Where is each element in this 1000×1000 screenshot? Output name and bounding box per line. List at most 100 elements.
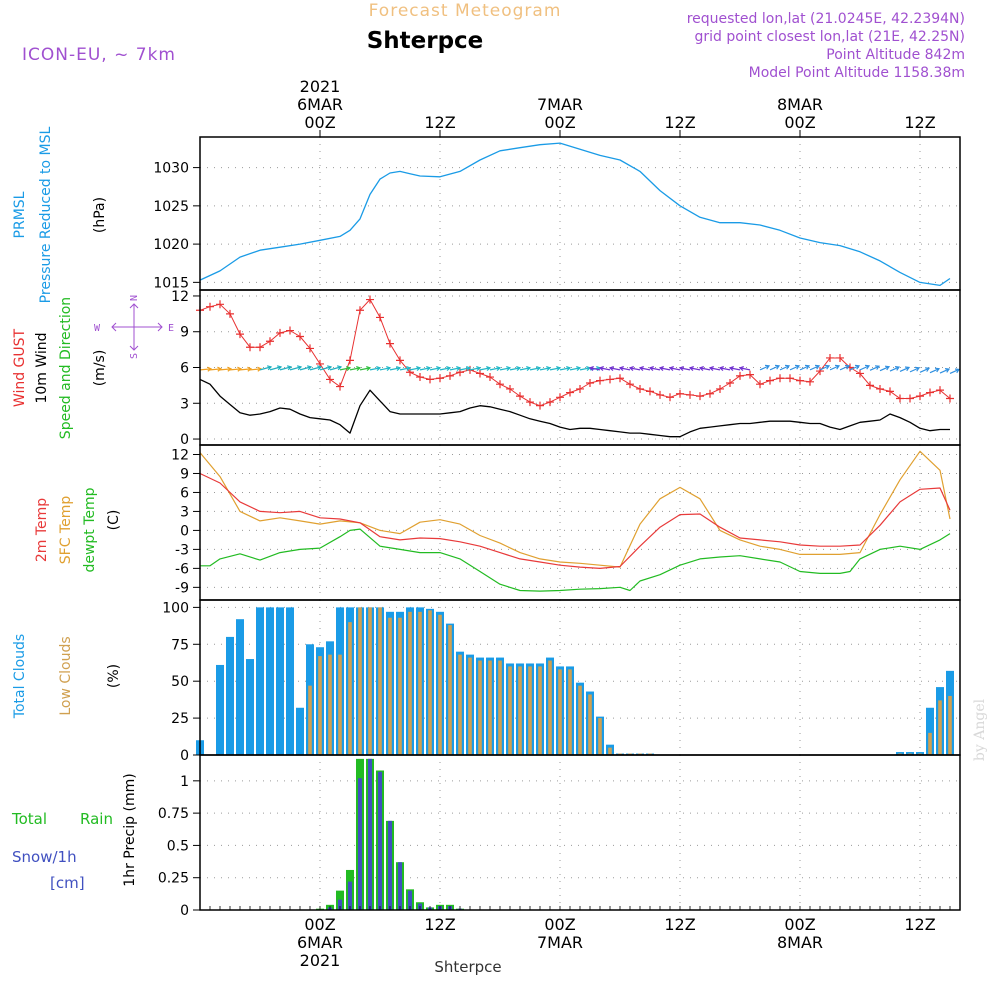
wind-direction-arrow bbox=[809, 365, 820, 371]
wind-direction-arrowhead bbox=[546, 365, 552, 372]
wind-direction-arrow bbox=[399, 367, 411, 371]
gust-point bbox=[746, 370, 754, 379]
pressure-ytick-label: 1030 bbox=[153, 161, 189, 177]
wind-direction-arrow bbox=[449, 367, 461, 371]
wind-direction-arrow bbox=[769, 365, 780, 371]
wind-direction-arrowhead bbox=[237, 366, 243, 372]
wind-direction-arrowhead bbox=[386, 365, 392, 372]
gust-point bbox=[716, 384, 724, 393]
pressure-unit: (hPa) bbox=[92, 197, 108, 233]
wind-direction-arrow bbox=[789, 365, 800, 371]
wind-direction-arrowhead bbox=[356, 365, 362, 372]
gust-point bbox=[906, 394, 914, 403]
wind-direction-arrow bbox=[509, 367, 521, 371]
gust-point bbox=[476, 369, 484, 378]
precip-frame bbox=[199, 754, 961, 911]
wind-direction-arrowhead bbox=[668, 365, 674, 372]
gust-point bbox=[636, 384, 644, 393]
gust-point bbox=[206, 302, 214, 311]
snow-precip-bar bbox=[368, 758, 372, 910]
low-cloud-bar bbox=[418, 611, 422, 755]
top-time-label: 00Z bbox=[784, 113, 815, 132]
wind-direction-arrowhead bbox=[904, 366, 911, 372]
low-cloud-bar bbox=[358, 607, 362, 755]
gust-point bbox=[886, 387, 894, 396]
wind-direction-arrow bbox=[779, 365, 790, 371]
gust-point bbox=[936, 386, 944, 395]
compass-n: N bbox=[129, 295, 140, 301]
precip-ytick-label: 0 bbox=[180, 903, 189, 919]
total-cloud-bar bbox=[236, 619, 244, 755]
wind-direction-arrowhead bbox=[266, 365, 273, 371]
snow-precip-bar bbox=[408, 890, 412, 910]
snow-precip-bar bbox=[398, 862, 402, 910]
wind-direction-arrow bbox=[719, 367, 731, 371]
bottom-time-label: 00Z bbox=[784, 915, 815, 934]
bottom-time-label: 2021 bbox=[300, 951, 341, 970]
wind-direction-arrowhead bbox=[884, 365, 891, 371]
forecast-title: Forecast Meteogram bbox=[369, 1, 562, 21]
precip-label-rain: Rain bbox=[80, 810, 113, 828]
wind-direction-arrow bbox=[219, 368, 232, 371]
gust-point bbox=[806, 377, 814, 386]
gust-point bbox=[876, 384, 884, 393]
wind-direction-arrow bbox=[589, 367, 601, 371]
wind-direction-arrowhead bbox=[824, 364, 831, 370]
gust-point bbox=[576, 384, 584, 393]
wind-direction-arrow bbox=[759, 365, 770, 371]
2m-temp-line bbox=[199, 472, 951, 570]
wind-direction-arrow bbox=[409, 367, 421, 371]
temp-ytick-label: 9 bbox=[180, 466, 189, 482]
clouds-ytick-label: 75 bbox=[171, 637, 189, 653]
gust-point bbox=[556, 393, 564, 402]
gust-point bbox=[436, 374, 444, 383]
total-cloud-bar bbox=[226, 636, 234, 755]
wind-direction-arrow bbox=[939, 368, 950, 374]
wind-direction-arrowhead bbox=[804, 364, 811, 370]
wind-speed-line bbox=[199, 378, 950, 438]
top-time-label: 00Z bbox=[304, 113, 335, 132]
pressure-ytick-label: 1020 bbox=[153, 237, 189, 253]
gust-point bbox=[856, 369, 864, 378]
bottom-time-label: 12Z bbox=[424, 915, 455, 934]
wind-direction-arrowhead bbox=[864, 364, 871, 370]
wind-direction-arrow bbox=[669, 367, 681, 371]
wind-direction-arrowhead bbox=[688, 365, 694, 372]
wind-direction-arrow bbox=[689, 367, 701, 371]
total-cloud-bar bbox=[286, 607, 294, 755]
clouds-ytick-label: 0 bbox=[180, 748, 189, 764]
wind-direction-arrow bbox=[659, 367, 671, 371]
gust-point bbox=[536, 401, 544, 410]
gust-point bbox=[486, 373, 494, 382]
wind-direction-arrowhead bbox=[566, 365, 572, 372]
gust-point bbox=[686, 390, 694, 399]
total-cloud-bar bbox=[216, 664, 224, 755]
wind-ytick-label: 9 bbox=[180, 325, 189, 341]
wind-ytick-label: 6 bbox=[180, 361, 189, 377]
total-cloud-bar bbox=[926, 707, 934, 755]
requested-coords: requested lon,lat (21.0245E, 42.2394N) bbox=[687, 11, 965, 27]
gust-point bbox=[626, 380, 634, 389]
wind-direction-arrow bbox=[309, 366, 322, 371]
total-cloud-bar bbox=[296, 707, 304, 755]
wind-direction-arrowhead bbox=[296, 365, 303, 371]
low-cloud-bar bbox=[938, 700, 942, 755]
wind-direction-arrowhead bbox=[794, 364, 801, 370]
precip-ytick-label: 1 bbox=[180, 774, 189, 790]
low-cloud-bar bbox=[518, 666, 522, 755]
temp-ytick-label: 6 bbox=[180, 485, 189, 501]
low-cloud-bar bbox=[408, 611, 412, 755]
pressure-ytick-label: 1025 bbox=[153, 199, 189, 215]
low-cloud-bar bbox=[528, 666, 532, 755]
low-cloud-bar bbox=[928, 732, 932, 755]
gust-point bbox=[366, 295, 374, 304]
wind-direction-arrowhead bbox=[406, 365, 412, 372]
pressure-labels: PRMSL Pressure Reduced to MSL (hPa) bbox=[12, 126, 108, 303]
model-altitude: Model Point Altitude 1158.38m bbox=[749, 65, 965, 81]
wind-direction-arrowhead bbox=[496, 365, 502, 372]
wind-direction-arrow bbox=[529, 367, 541, 371]
wind-direction-arrowhead bbox=[556, 365, 562, 372]
wind-direction-arrowhead bbox=[934, 367, 941, 373]
wind-direction-arrowhead bbox=[536, 365, 542, 372]
wind-direction-arrowhead bbox=[207, 366, 213, 372]
